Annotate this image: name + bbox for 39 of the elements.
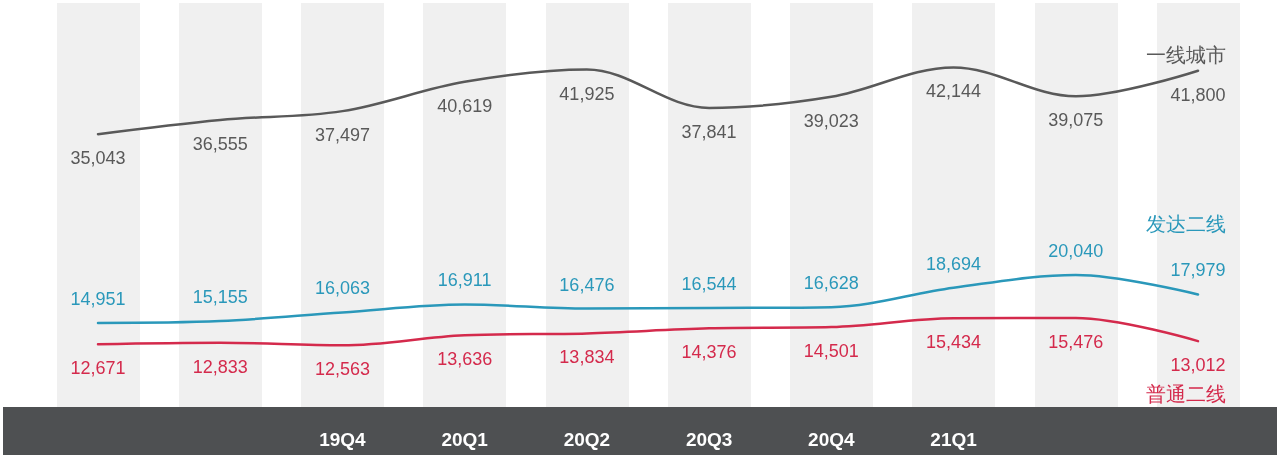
data-label: 13,636 — [437, 349, 493, 370]
x-tick-label: 21Q1 — [930, 429, 978, 450]
data-label: 16,911 — [437, 270, 492, 291]
x-tick-label: 20Q1 — [441, 429, 489, 450]
data-label: 37,841 — [681, 121, 737, 142]
x-tick-label: 20Q2 — [563, 429, 611, 450]
data-label: 13,012 — [1170, 355, 1226, 376]
data-label: 15,155 — [192, 286, 248, 307]
data-label: 16,476 — [559, 274, 615, 295]
data-label: 17,979 — [1170, 260, 1226, 281]
x-tick-label: 20Q3 — [685, 429, 733, 450]
data-label: 41,800 — [1170, 84, 1226, 105]
data-label: 12,563 — [314, 359, 370, 380]
data-label: 12,671 — [70, 358, 126, 379]
data-label: 15,476 — [1048, 331, 1104, 352]
data-label: 16,628 — [803, 273, 859, 294]
data-label: 14,376 — [681, 342, 737, 363]
data-label: 14,951 — [70, 288, 126, 309]
data-label: 16,063 — [314, 278, 370, 299]
data-label: 13,834 — [559, 347, 615, 368]
data-label: 42,144 — [926, 81, 982, 102]
text: 普通二线 — [1146, 383, 1226, 406]
data-label: 39,075 — [1048, 110, 1104, 131]
data-label: 39,023 — [803, 110, 859, 131]
data-label: 35,043 — [70, 148, 126, 169]
data-label: 41,925 — [559, 83, 615, 104]
data-label: 18,694 — [926, 253, 982, 274]
series-label: 一线城市 — [1146, 43, 1226, 66]
data-label: 20,040 — [1048, 241, 1104, 262]
x-tick-label: 19Q4 — [319, 429, 367, 450]
data-label: 15,434 — [926, 332, 982, 353]
text: 发达二线 — [1146, 213, 1226, 236]
data-label: 12,833 — [192, 356, 248, 377]
data-label: 36,555 — [192, 133, 248, 154]
data-label: 14,501 — [803, 341, 859, 362]
x-tick-label: 20Q4 — [808, 429, 855, 450]
data-label: 40,619 — [437, 95, 493, 116]
data-label: 16,544 — [681, 273, 737, 294]
data-label: 37,497 — [314, 125, 370, 146]
